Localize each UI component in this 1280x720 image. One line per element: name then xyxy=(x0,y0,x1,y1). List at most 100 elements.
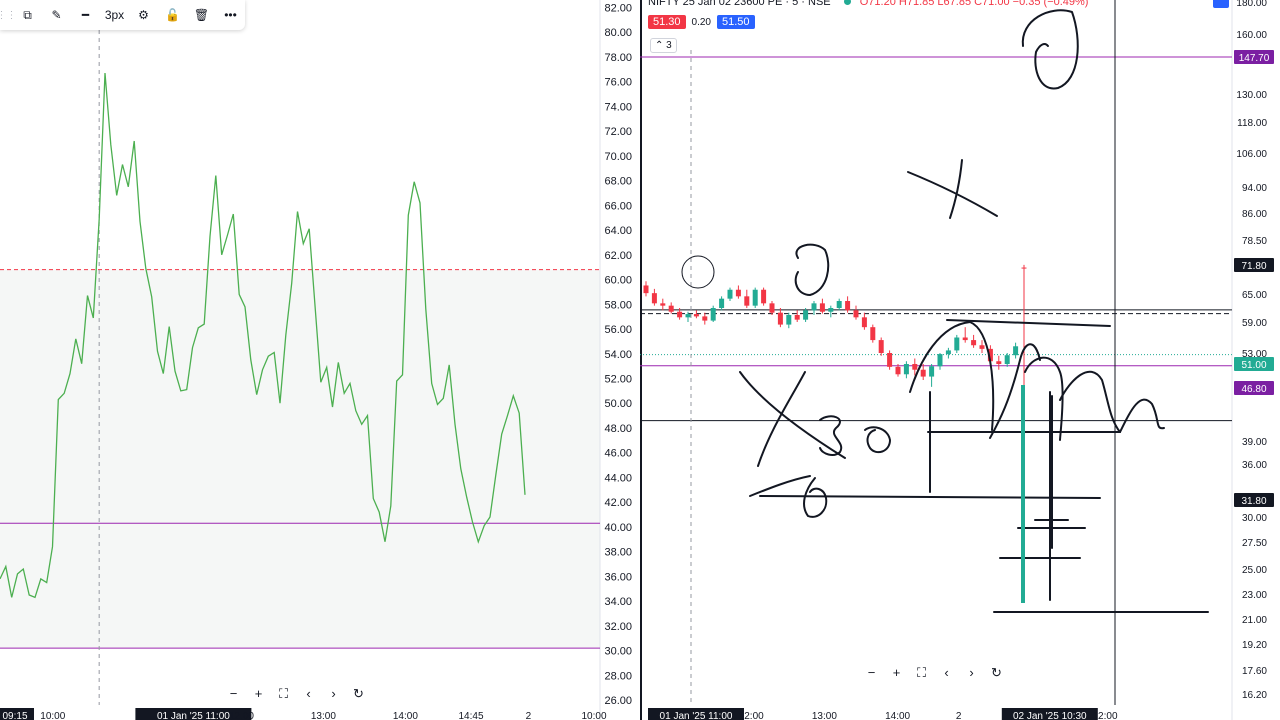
candle-body[interactable] xyxy=(769,303,775,313)
candle-body[interactable] xyxy=(878,340,884,353)
right-nav-controls: − + ⛶ ‹ › ↻ xyxy=(862,663,1006,682)
plus-icon[interactable]: + xyxy=(249,684,268,703)
candle-body[interactable] xyxy=(979,345,985,349)
price-label-box xyxy=(1234,381,1274,395)
candle-body[interactable] xyxy=(786,315,792,325)
y-tick-label: 86.00 xyxy=(1242,209,1267,220)
candle-body[interactable] xyxy=(660,303,666,306)
template-icon[interactable]: ⧉ xyxy=(23,7,32,22)
indicator-count-badge[interactable]: ⌃ 3 xyxy=(650,38,677,53)
x-tick-label: 2 xyxy=(956,711,962,720)
right-candle-chart[interactable]: 180.00 160.00 130.00 118.00 106.00 94.00 86.00… xyxy=(640,0,1280,720)
candle-body[interactable] xyxy=(1004,355,1010,364)
fit-icon[interactable]: ⛶ xyxy=(274,684,293,703)
minus-icon[interactable]: − xyxy=(862,663,881,682)
candle-body[interactable] xyxy=(870,327,876,341)
candle-body[interactable] xyxy=(777,312,783,325)
grip-dots-icon[interactable]: ⋮⋮ xyxy=(0,9,17,21)
y-tick-label: 48.00 xyxy=(604,423,632,435)
y-tick-label: 80.00 xyxy=(604,27,632,39)
chevron-right-icon[interactable]: › xyxy=(324,684,343,703)
chevron-left-icon[interactable]: ‹ xyxy=(937,663,956,682)
fit-icon[interactable]: ⛶ xyxy=(912,663,931,682)
candle-body[interactable] xyxy=(1021,267,1027,269)
reset-icon[interactable]: ↻ xyxy=(349,684,368,703)
x-tick-label: 14:00 xyxy=(885,711,910,720)
y-tick-label: 56.00 xyxy=(604,324,632,336)
price-label: 71.80 xyxy=(1241,261,1266,272)
y-tick-label: 118.00 xyxy=(1237,118,1267,129)
candle-body[interactable] xyxy=(912,364,918,370)
candle-body[interactable] xyxy=(744,296,750,306)
annotation-circle xyxy=(681,255,715,289)
gear-icon[interactable]: ⚙ xyxy=(138,8,149,22)
candle-body[interactable] xyxy=(845,301,851,311)
candle-body[interactable] xyxy=(920,369,926,377)
candle-body[interactable] xyxy=(987,348,993,362)
candle-body[interactable] xyxy=(962,337,968,341)
candle-body[interactable] xyxy=(668,305,674,312)
candle-body[interactable] xyxy=(954,337,960,351)
candle-body[interactable] xyxy=(719,298,725,308)
candle-body[interactable] xyxy=(929,366,935,377)
lock-icon[interactable]: 🔓 xyxy=(165,8,180,22)
candle-body[interactable] xyxy=(702,316,708,321)
candle-body[interactable] xyxy=(710,308,716,321)
symbol-title[interactable]: NIFTY 25 Jan 02 23600 PE · 5 · NSE xyxy=(648,0,831,8)
candle-body[interactable] xyxy=(803,310,809,320)
candle-body[interactable] xyxy=(752,289,758,306)
candle-body[interactable] xyxy=(677,311,683,318)
more-icon[interactable]: ••• xyxy=(224,8,237,22)
candle-body[interactable] xyxy=(693,314,699,317)
y-tick-label: 50.00 xyxy=(604,398,632,410)
minus-icon[interactable]: − xyxy=(224,684,243,703)
candle-body[interactable] xyxy=(651,293,657,304)
pencil-icon[interactable]: ✎ xyxy=(51,8,62,22)
candle-body[interactable] xyxy=(937,354,943,367)
x-label-box xyxy=(648,708,744,720)
reset-icon[interactable]: ↻ xyxy=(987,663,1006,682)
candle-body[interactable] xyxy=(819,303,825,312)
candle-body[interactable] xyxy=(895,366,901,375)
trash-icon[interactable]: 🗑 xyxy=(193,8,210,22)
y-tick-label: 26.00 xyxy=(604,695,632,707)
candle-body[interactable] xyxy=(996,361,1002,364)
annotation-stroke xyxy=(759,495,1101,499)
annotation-stroke xyxy=(946,319,1111,327)
candle-body[interactable] xyxy=(828,308,834,312)
line-style-icon[interactable]: ━ xyxy=(81,8,90,22)
candle-body[interactable] xyxy=(643,285,649,294)
corner-action-button[interactable] xyxy=(1213,0,1229,8)
candle-body[interactable] xyxy=(836,301,842,308)
candle-body[interactable] xyxy=(1013,346,1019,356)
y-tick-label: 52.00 xyxy=(604,374,632,386)
chevron-left-icon[interactable]: ‹ xyxy=(299,684,318,703)
plus-icon[interactable]: + xyxy=(887,663,906,682)
candle-body[interactable] xyxy=(761,289,767,304)
sell-button[interactable]: 51.30 xyxy=(648,15,686,29)
y-tick-label: 19.20 xyxy=(1242,640,1267,651)
price-line[interactable] xyxy=(0,72,526,599)
candle-body[interactable] xyxy=(727,289,733,299)
y-tick-label: 21.00 xyxy=(1242,615,1267,626)
annotation-stroke xyxy=(989,343,1041,439)
chevron-right-icon[interactable]: › xyxy=(962,663,981,682)
line-width-button[interactable]: 3px xyxy=(104,8,125,22)
y-tick-label: 36.00 xyxy=(1242,460,1267,471)
candle-body[interactable] xyxy=(685,314,691,318)
candle-body[interactable] xyxy=(887,353,893,367)
candle-body[interactable] xyxy=(794,315,800,320)
buy-button[interactable]: 51.50 xyxy=(717,15,755,29)
candle-body[interactable] xyxy=(811,303,817,311)
candle-body[interactable] xyxy=(903,364,909,375)
left-line-chart[interactable]: 82.00 80.00 78.00 76.00 74.00 72.00 70.00 68.00… xyxy=(0,0,640,720)
candle-body[interactable] xyxy=(853,310,859,318)
y-tick-label: 82.00 xyxy=(604,2,632,14)
annotation-stroke xyxy=(803,477,828,518)
candle-body[interactable] xyxy=(945,350,951,355)
candle-body[interactable] xyxy=(735,289,741,297)
candle-body[interactable] xyxy=(971,340,977,346)
x-tick-label: 12:00 xyxy=(1092,711,1117,720)
candle-body[interactable] xyxy=(861,317,867,328)
